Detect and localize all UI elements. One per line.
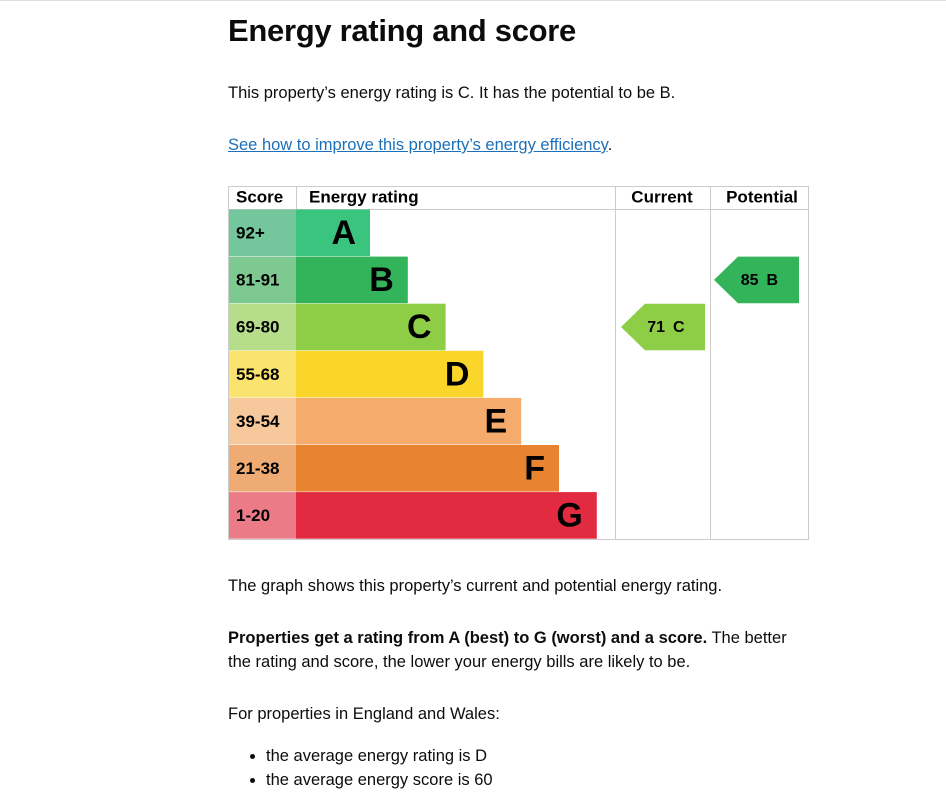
current-letter: C [673, 319, 685, 336]
score-cell [229, 445, 296, 492]
score-range: 55-68 [236, 365, 279, 384]
rating-bar [296, 209, 370, 257]
header-potential: Potential [726, 187, 798, 206]
graph-frame [228, 186, 809, 540]
rating-note-bold: Properties get a rating from A (best) to… [228, 629, 708, 647]
score-range: 39-54 [236, 412, 280, 431]
link-line: See how to improve this property’s energ… [228, 133, 813, 157]
score-cell [229, 209, 296, 257]
score-cell [229, 397, 296, 445]
rating-bar [296, 492, 597, 539]
potential-score: 85 [741, 272, 759, 289]
link-suffix: . [607, 136, 613, 154]
rating-letter: C [407, 308, 432, 346]
header-current: Current [631, 187, 693, 206]
header-rating: Energy rating [309, 187, 419, 206]
averages: the average energy rating is D the avera… [228, 744, 851, 792]
score-cell [229, 256, 296, 304]
rating-letter: D [445, 355, 470, 393]
current-score: 71 [647, 319, 665, 336]
rating-bar [296, 445, 559, 492]
rating-letter: E [485, 402, 508, 440]
rating-letter: G [556, 497, 582, 535]
score-range: 92+ [236, 224, 265, 243]
rating-letter: A [331, 214, 356, 252]
graph-note: The graph shows this property’s current … [228, 577, 723, 595]
rating-bar [296, 256, 408, 304]
current-arrow [621, 303, 705, 351]
rating-bar [296, 397, 522, 445]
header-score: Score [236, 187, 283, 206]
score-range: 21-38 [236, 459, 279, 478]
rating-letter: F [524, 450, 545, 488]
rating-bar [296, 350, 484, 398]
score-range: 1-20 [236, 506, 270, 525]
heading: Energy rating and score [228, 13, 576, 48]
potential-letter: B [767, 272, 779, 289]
rating-bar [296, 303, 446, 351]
average-intro: For properties in England and Wales: [228, 705, 500, 723]
rating-note: Properties get a rating from A (best) to… [228, 626, 813, 674]
rating-note-rest: The better the rating and score, the low… [228, 629, 787, 671]
potential-arrow [714, 256, 799, 304]
intro: This property’s energy rating is C. It h… [228, 84, 676, 102]
score-cell [229, 350, 296, 398]
score-range: 81-91 [236, 271, 279, 290]
score-cell [229, 492, 296, 539]
improve-link[interactable]: See how to improve this property’s energ… [228, 136, 608, 154]
average-item: the average energy score is 60 [266, 768, 851, 792]
score-range: 69-80 [236, 318, 279, 337]
average-item: the average energy rating is D [266, 744, 851, 768]
score-cell [229, 303, 296, 351]
rating-letter: B [369, 261, 394, 299]
